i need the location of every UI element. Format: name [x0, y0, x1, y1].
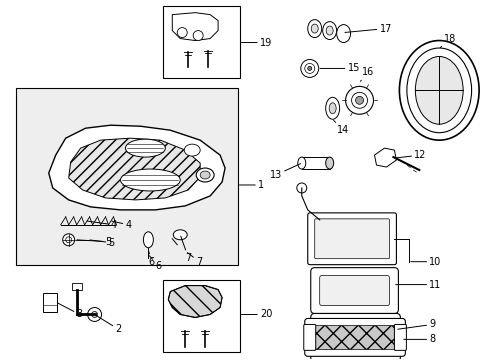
Bar	[163, 280, 240, 352]
Bar	[312, 325, 397, 349]
Bar	[72, 283, 81, 289]
Ellipse shape	[336, 24, 350, 42]
Circle shape	[91, 311, 98, 318]
Ellipse shape	[173, 230, 187, 240]
Text: 4: 4	[87, 220, 117, 230]
Circle shape	[307, 67, 311, 71]
Ellipse shape	[325, 97, 339, 119]
Text: 5: 5	[77, 237, 112, 247]
Text: 4: 4	[112, 220, 131, 230]
Text: 16: 16	[360, 67, 373, 81]
Ellipse shape	[297, 157, 305, 169]
Text: 7: 7	[181, 236, 191, 263]
Bar	[42, 293, 57, 312]
Ellipse shape	[399, 41, 478, 140]
Ellipse shape	[414, 57, 462, 124]
Text: 10: 10	[410, 257, 441, 267]
Text: 6: 6	[148, 251, 154, 267]
FancyBboxPatch shape	[307, 213, 396, 265]
Ellipse shape	[325, 157, 333, 169]
Ellipse shape	[406, 48, 470, 133]
Circle shape	[304, 63, 314, 73]
Circle shape	[87, 307, 102, 321]
Ellipse shape	[200, 171, 210, 179]
Ellipse shape	[120, 169, 180, 191]
FancyBboxPatch shape	[310, 268, 398, 314]
Text: 2: 2	[96, 315, 122, 334]
Text: 7: 7	[187, 253, 202, 267]
FancyBboxPatch shape	[394, 324, 406, 350]
Text: 9: 9	[397, 319, 434, 329]
Circle shape	[351, 92, 367, 108]
Ellipse shape	[328, 103, 335, 114]
Text: 18: 18	[439, 33, 455, 48]
Polygon shape	[374, 148, 396, 167]
Polygon shape	[68, 138, 200, 200]
Text: 11: 11	[395, 280, 441, 289]
Ellipse shape	[325, 26, 332, 35]
Circle shape	[300, 59, 318, 77]
Polygon shape	[172, 13, 218, 41]
Circle shape	[345, 86, 373, 114]
Text: 1: 1	[239, 180, 264, 190]
Text: 14: 14	[333, 120, 348, 135]
Circle shape	[65, 237, 72, 243]
Ellipse shape	[125, 139, 165, 157]
Ellipse shape	[322, 22, 336, 40]
Polygon shape	[168, 285, 222, 318]
Ellipse shape	[196, 168, 214, 182]
Text: 19: 19	[241, 37, 272, 48]
Text: 17: 17	[345, 24, 391, 33]
FancyBboxPatch shape	[303, 324, 315, 350]
Ellipse shape	[310, 24, 318, 33]
Bar	[301, 157, 329, 169]
Text: 5: 5	[90, 238, 115, 248]
Bar	[16, 88, 238, 265]
Text: 20: 20	[241, 310, 272, 319]
Circle shape	[296, 183, 306, 193]
FancyBboxPatch shape	[320, 323, 389, 353]
Circle shape	[62, 234, 75, 246]
Ellipse shape	[143, 232, 153, 248]
FancyBboxPatch shape	[314, 219, 388, 259]
Bar	[163, 6, 240, 78]
Text: 15: 15	[320, 63, 359, 73]
FancyBboxPatch shape	[304, 319, 405, 356]
FancyBboxPatch shape	[310, 314, 400, 360]
Text: 12: 12	[395, 150, 426, 160]
Text: 6: 6	[149, 256, 161, 271]
Circle shape	[355, 96, 363, 104]
Circle shape	[193, 31, 203, 41]
FancyBboxPatch shape	[319, 276, 388, 306]
Text: 8: 8	[403, 334, 434, 345]
Ellipse shape	[184, 144, 200, 156]
Circle shape	[177, 28, 187, 37]
Ellipse shape	[307, 20, 321, 37]
Text: 3: 3	[58, 303, 82, 319]
Text: 13: 13	[269, 164, 300, 180]
Polygon shape	[49, 125, 224, 210]
